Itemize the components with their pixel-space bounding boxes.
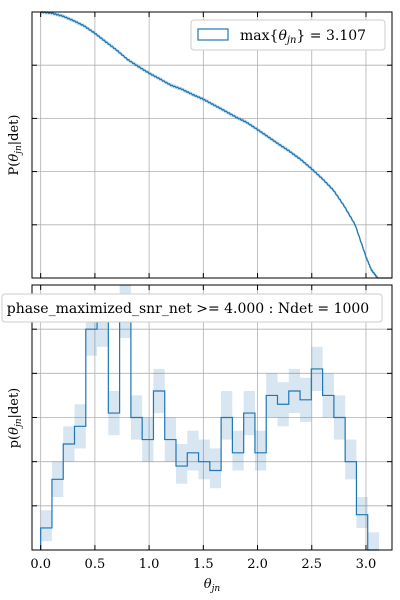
histogram-error-band [209, 448, 222, 489]
histogram-error-band [176, 444, 188, 484]
top-grid [32, 12, 392, 278]
histogram-error-band [356, 497, 368, 528]
histogram-error-band [221, 391, 233, 440]
bottom-panel: 0.0 0.5 1.0 1.5 2.0 2.5 3.0 p(θjn|det) θjn pha… [1, 284, 393, 594]
histogram-error-band [232, 430, 244, 471]
histogram-error-band [40, 510, 52, 542]
bottom-x-tick-label: 1.5 [193, 557, 214, 572]
histogram-error-band [367, 532, 379, 550]
histogram-error-band [345, 439, 357, 480]
bottom-x-tick-label: 1.0 [139, 557, 160, 572]
histogram-error-band [254, 430, 267, 471]
legend: max{θjn} = 3.107 [190, 19, 386, 51]
histogram-error-band [198, 439, 210, 480]
bottom-title: phase_maximized_snr_net >= 4.000 : Ndet … [1, 293, 383, 323]
bottom-title-box [1, 293, 383, 323]
histogram-error-band [187, 430, 199, 471]
histogram-step-line [40, 310, 379, 551]
bottom-x-axis-label: θjn [204, 577, 221, 594]
bottom-x-tick-label: 2.0 [247, 557, 268, 572]
top-series-group [40, 10, 392, 279]
bottom-histogram [40, 310, 379, 551]
bottom-x-tick-label: 3.0 [356, 557, 377, 572]
top-cdf-line [40, 10, 392, 279]
bottom-x-tick-label: 2.5 [301, 557, 322, 572]
top-ticks [32, 11, 392, 278]
bottom-x-tick-label: 0.5 [85, 557, 106, 572]
top-confidence-band-area [40, 12, 378, 278]
legend-entry-label: max{θjn} = 3.107 [240, 28, 366, 46]
bottom-y-axis-label: p(θjn|det) [7, 388, 24, 449]
bottom-x-tick-labels: 0.0 0.5 1.0 1.5 2.0 2.5 3.0 [30, 557, 376, 572]
legend-box [190, 19, 386, 51]
bottom-title-text: phase_maximized_snr_net >= 4.000 : Ndet … [7, 301, 369, 317]
top-plot-frame [31, 11, 393, 279]
bottom-x-tick-label: 0.0 [30, 557, 51, 572]
top-y-axis-label: P(θjn|det) [7, 115, 24, 176]
bottom-ticks [32, 285, 392, 550]
top-confidence-band [40, 12, 378, 278]
legend-swatch [197, 28, 229, 41]
top-panel: P(θjn|det) max{θjn} = 3.107 [7, 10, 393, 279]
